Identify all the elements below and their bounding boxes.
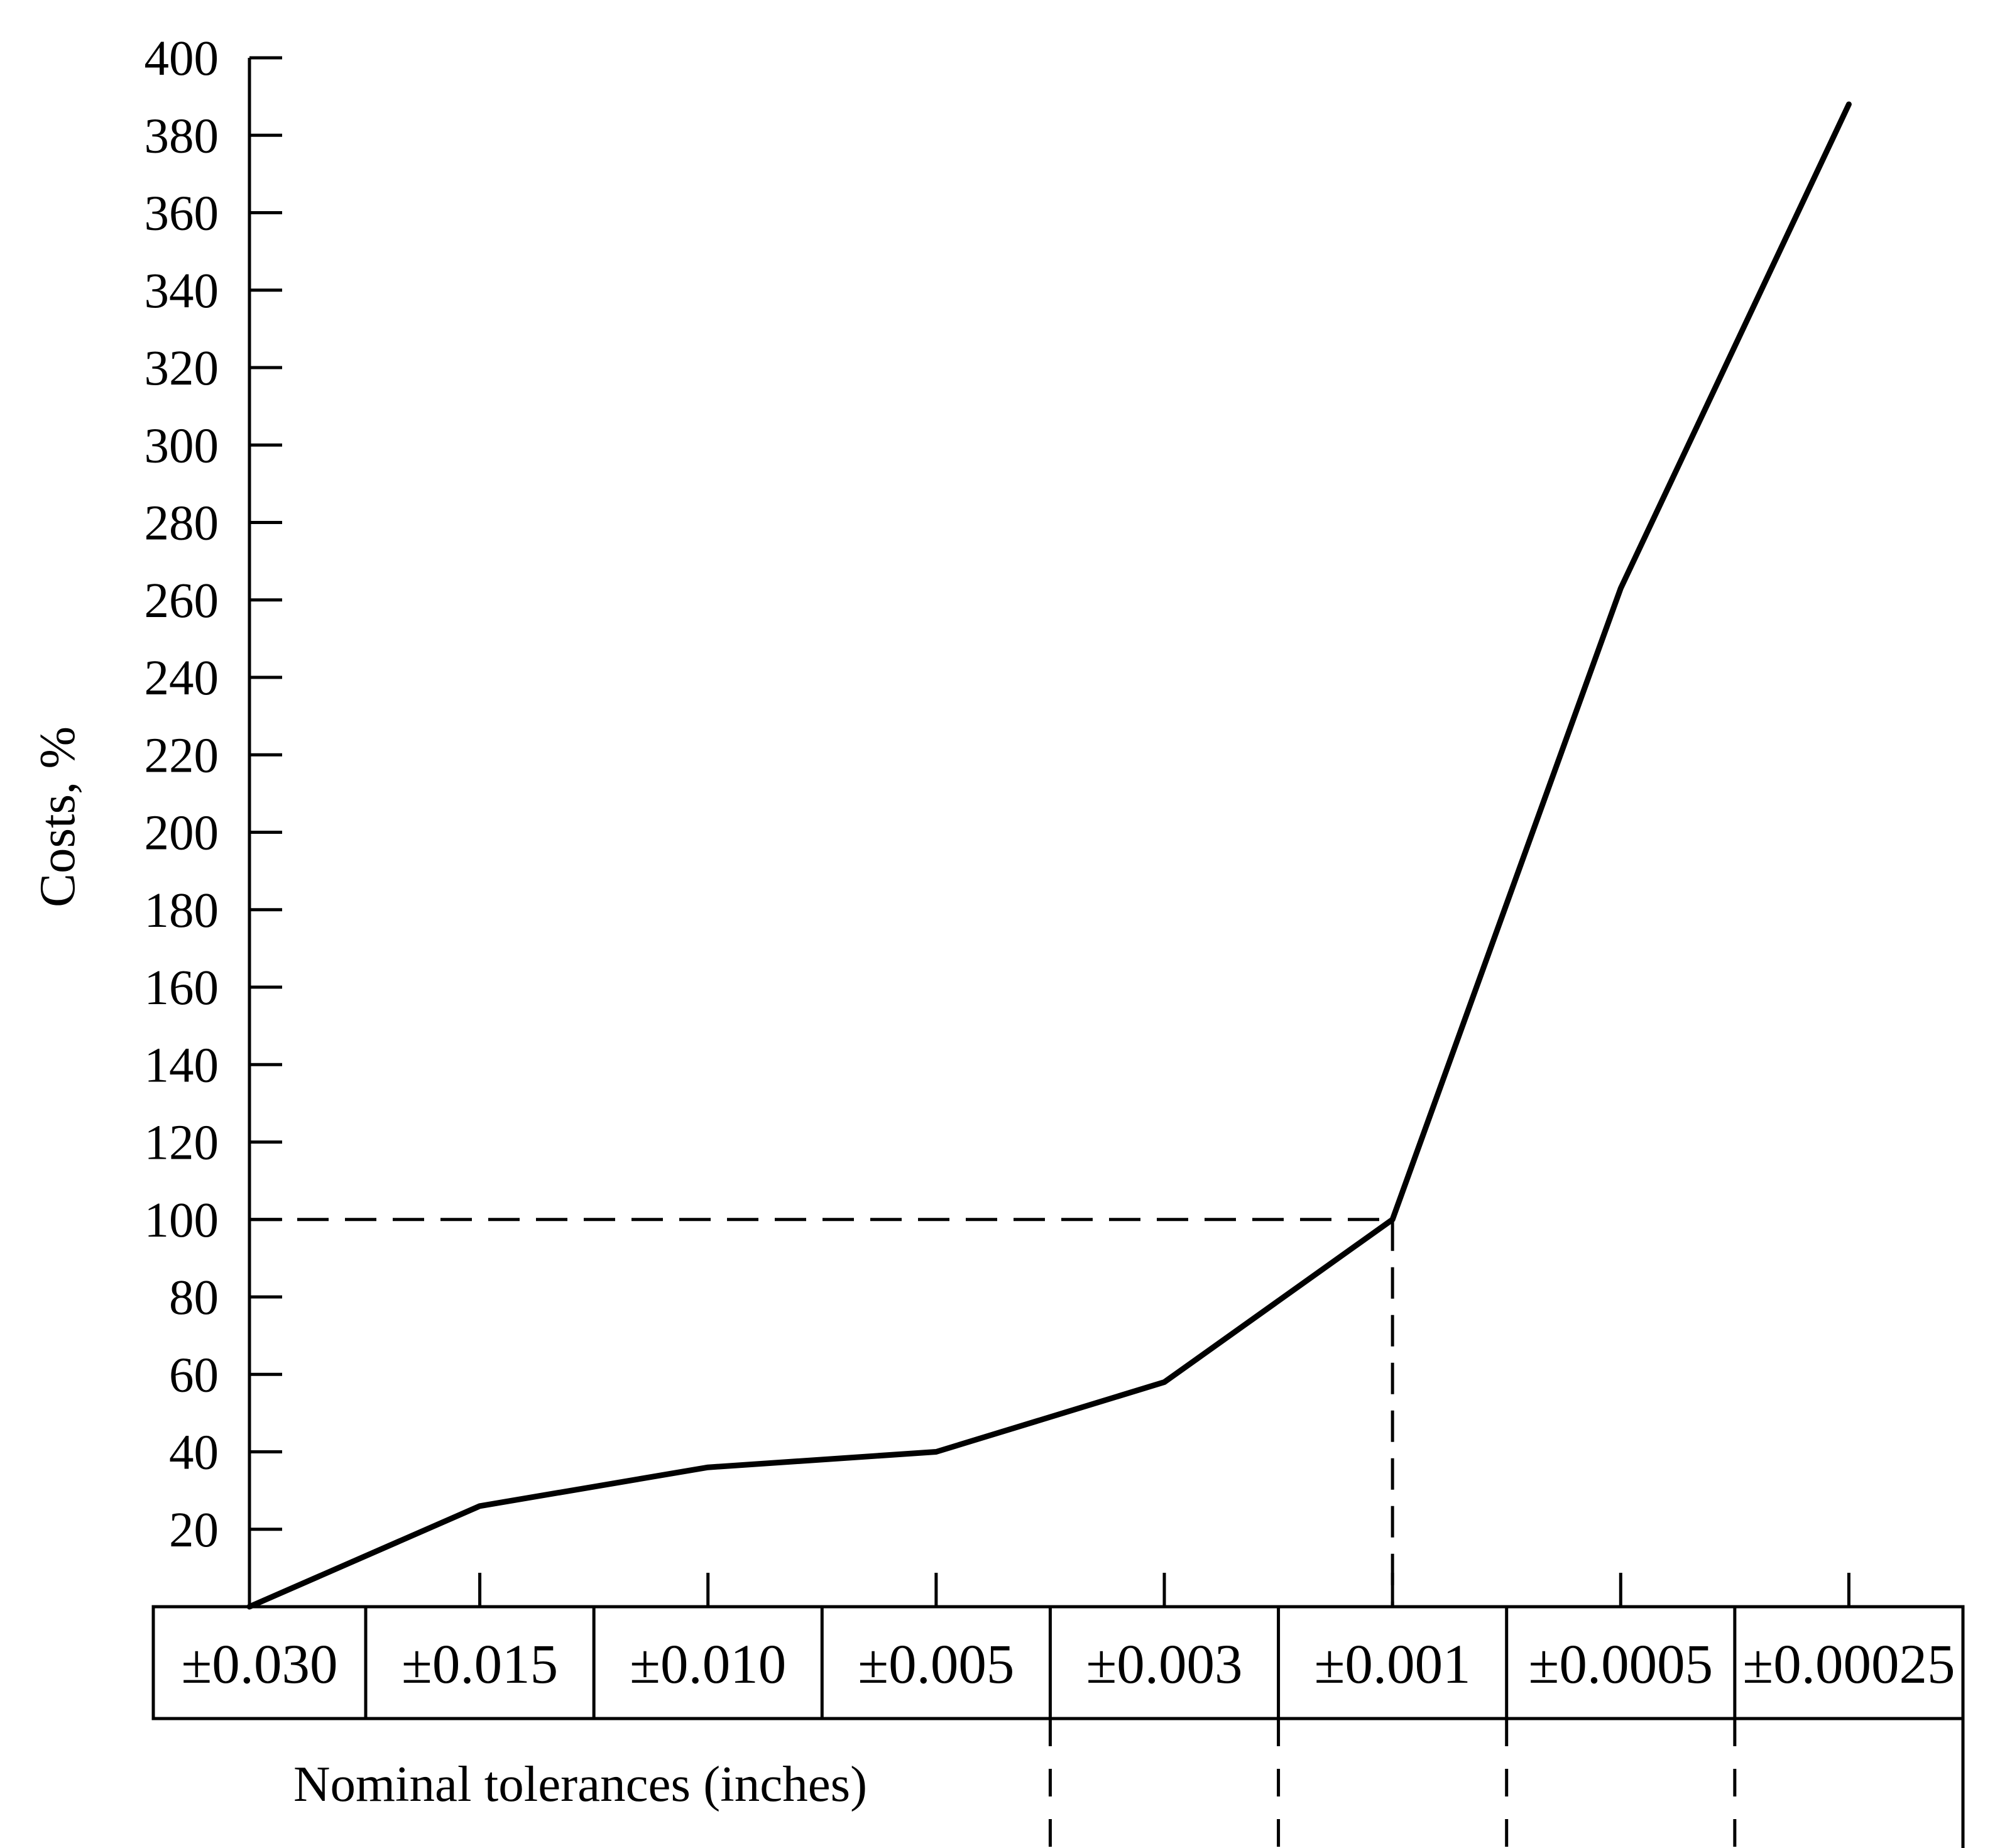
y-tick-label: 380 [145,109,219,163]
y-tick-label: 400 [145,31,219,86]
series-line [246,101,1852,1610]
y-tick-label: 40 [169,1426,219,1480]
category-label: ±0.001 [1315,1634,1471,1695]
y-tick-label: 240 [145,651,219,706]
y-tick-label: 100 [145,1193,219,1248]
category-label: ±0.015 [402,1634,558,1695]
y-tick-label: 220 [145,728,219,783]
y-tick-label: 260 [145,574,219,628]
y-tick-labels: 20 40 60 80 100 120 140 160 180 200 220 240 260 280 30… [145,31,219,1558]
category-label: ±0.005 [858,1634,1014,1695]
lower-table-lines [1048,1719,1965,1848]
category-label: ±0.010 [630,1634,786,1695]
x-ticks [248,1573,1850,1607]
y-tick-label: 340 [145,264,219,319]
category-table-row [151,1605,1965,1720]
y-tick-label: 360 [145,187,219,241]
y-tick-label: 320 [145,341,219,396]
y-tick-label: 200 [145,806,219,861]
category-label: ±0.003 [1086,1634,1242,1695]
category-label: ±0.030 [181,1634,337,1695]
y-tick-label: 120 [145,1116,219,1171]
category-label: ±0.0005 [1528,1634,1713,1695]
y-tick-label: 80 [169,1271,219,1325]
y-tick-label: 160 [145,961,219,1015]
y-tick-label: 140 [145,1038,219,1093]
y-tick-label: 180 [145,883,219,938]
y-axis-title: Costs, % [29,726,85,907]
x-axis-label: Nominal tolerances (inches) [293,1756,867,1812]
y-tick-label: 300 [145,418,219,473]
y-tick-label: 280 [145,496,219,551]
category-cell-dividers [364,1607,1737,1719]
y-tick-label: 60 [169,1348,219,1402]
reference-lines [249,1218,1394,1607]
category-labels: ±0.030 ±0.015 ±0.010 ±0.005 ±0.003 ±0.001 ±0.0… [181,1634,1955,1695]
y-tick-label: 20 [169,1503,219,1558]
y-ticks [249,56,282,1531]
category-label: ±0.00025 [1742,1634,1955,1695]
